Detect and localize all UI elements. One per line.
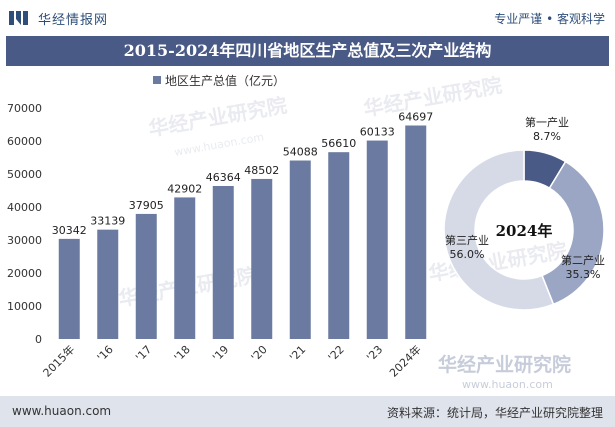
y-tick-label: 30000	[7, 234, 42, 247]
footer-source: 资料来源：统计局，华经产业研究院整理	[386, 406, 603, 420]
chart-title: 2015-2024年四川省地区生产总值及三次产业结构	[6, 36, 609, 66]
bar	[328, 152, 350, 339]
x-tick-label: '16	[95, 343, 116, 364]
x-tick-label: '21	[287, 343, 308, 364]
y-tick-label: 40000	[7, 201, 42, 214]
bar	[212, 185, 234, 339]
donut-slice-value: 56.0%	[450, 248, 485, 261]
bar	[58, 238, 80, 339]
watermark-corner: 华经产业研究院 www.huaon.com	[438, 353, 571, 391]
x-tick-label: '22	[326, 343, 347, 364]
bar	[174, 197, 196, 339]
top-bar: 华经情报网 专业严谨 • 客观科学	[0, 0, 615, 36]
y-tick-label: 60000	[7, 135, 42, 148]
x-tick-label: '23	[364, 343, 385, 364]
x-tick-label: 2024年	[386, 342, 423, 379]
bar-value-label: 46364	[206, 171, 241, 184]
y-tick-label: 20000	[7, 267, 42, 280]
x-tick-label: '18	[172, 343, 193, 364]
bar-value-label: 42902	[167, 182, 202, 195]
y-tick-label: 10000	[7, 300, 42, 313]
donut-slice-name: 第二产业	[561, 253, 605, 267]
bar-value-label: 30342	[52, 224, 87, 237]
bar-value-label: 48502	[244, 164, 279, 177]
footer-url: www.huaon.com	[12, 404, 112, 418]
bar-value-label: 56610	[321, 137, 356, 150]
bar-value-label: 37905	[129, 199, 164, 212]
bar-value-label: 60133	[360, 126, 395, 139]
bar-value-label: 33139	[90, 215, 125, 228]
donut-slice	[541, 160, 605, 306]
watermark-corner-text: 华经产业研究院	[438, 353, 571, 376]
donut-slice-value: 35.3%	[566, 268, 601, 281]
bar-chart: 0 10000 20000 30000 40000 50000 60000 70000 3034…	[7, 102, 433, 380]
donut-slice-name: 第三产业	[445, 233, 489, 247]
x-tick-label: '17	[133, 343, 154, 364]
bar	[405, 125, 427, 339]
y-tick-label: 70000	[7, 102, 42, 115]
brand: 华经情报网	[8, 9, 109, 28]
x-tick-label: '19	[210, 343, 231, 364]
x-tick-label: 2015年	[40, 342, 77, 379]
donut-center-label: 2024年	[496, 222, 553, 240]
bar-value-label: 54088	[283, 146, 318, 159]
donut-slice-name: 第一产业	[525, 115, 569, 129]
bar	[97, 229, 119, 339]
bar-value-label: 64697	[398, 110, 433, 123]
brand-name: 华经情报网	[38, 12, 109, 28]
brand-logo-icon	[9, 11, 28, 25]
bar	[366, 140, 388, 339]
legend-label: 地区生产总值（亿元）	[165, 73, 285, 88]
slogan: 专业严谨 • 客观科学	[494, 12, 605, 26]
legend-swatch	[153, 76, 161, 84]
bar	[135, 213, 157, 339]
watermark-text-1: 华经产业研究院	[147, 93, 289, 141]
footer: www.huaon.com 资料来源：统计局，华经产业研究院整理	[0, 396, 615, 427]
watermark-url-1: www.huaon.com	[173, 130, 265, 159]
x-tick-label: '20	[249, 343, 270, 364]
y-tick-label: 0	[35, 333, 42, 346]
y-tick-label: 50000	[7, 168, 42, 181]
donut-slice-value: 8.7%	[533, 130, 561, 143]
watermark-corner-url: www.huaon.com	[462, 378, 553, 391]
donut-slice	[443, 149, 555, 311]
chart-area: 华经产业研究院 www.huaon.com 华经产业研究院 华经产业研究院 华经…	[7, 73, 605, 391]
bar	[251, 178, 273, 339]
bar	[289, 160, 311, 339]
